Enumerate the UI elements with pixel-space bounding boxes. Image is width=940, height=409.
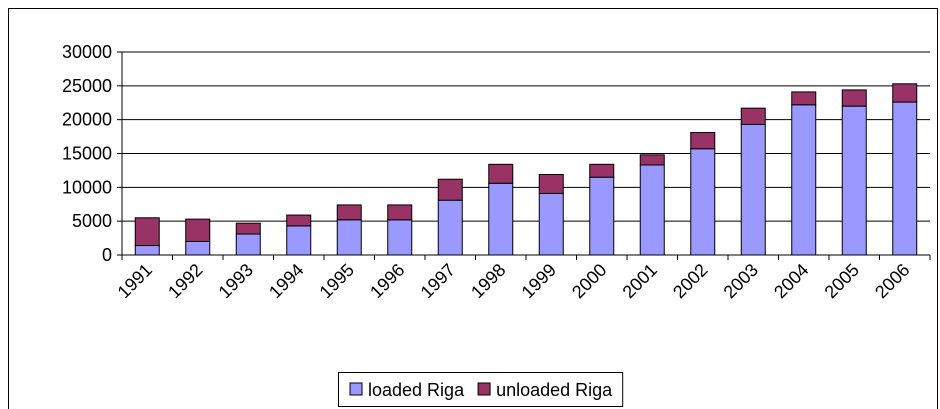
legend-swatch xyxy=(477,382,491,396)
bar xyxy=(892,83,918,103)
bar xyxy=(235,233,261,256)
bar xyxy=(336,219,362,256)
x-tick-label: 1994 xyxy=(265,260,307,302)
x-tick-label: 1993 xyxy=(215,260,257,302)
bar xyxy=(639,164,665,256)
y-tick-label: 15000 xyxy=(62,144,112,164)
x-tick-label: 1997 xyxy=(417,260,459,302)
y-tick-label: 25000 xyxy=(62,76,112,96)
chart-frame xyxy=(8,8,938,409)
bar xyxy=(841,105,867,256)
bar xyxy=(185,218,211,242)
bar xyxy=(387,219,413,256)
x-tick-label: 2003 xyxy=(720,260,762,302)
x-tick-label: 1999 xyxy=(518,260,560,302)
legend-label: loaded Riga xyxy=(368,380,465,400)
x-tick-label: 2002 xyxy=(669,260,711,302)
bar xyxy=(488,182,514,256)
x-tick-label: 2001 xyxy=(619,260,661,302)
legend-label: unloaded Riga xyxy=(496,380,613,400)
bar xyxy=(791,104,817,256)
bar xyxy=(235,222,261,235)
bar xyxy=(639,154,665,166)
legend: loaded Riga unloaded Riga xyxy=(338,372,624,407)
bar xyxy=(589,176,615,256)
bar xyxy=(134,217,160,247)
bar xyxy=(791,91,817,106)
bar xyxy=(134,245,160,256)
x-tick-label: 1996 xyxy=(366,260,408,302)
bar xyxy=(892,101,918,256)
bar xyxy=(437,199,463,256)
bar xyxy=(740,123,766,256)
bar xyxy=(841,89,867,107)
x-tick-label: 1995 xyxy=(316,260,358,302)
bar xyxy=(387,204,413,221)
y-tick-label: 30000 xyxy=(62,42,112,62)
x-tick-label: 2004 xyxy=(770,260,812,302)
legend-swatch xyxy=(349,382,363,396)
bar xyxy=(589,163,615,178)
bar xyxy=(538,192,564,256)
bar xyxy=(740,107,766,125)
y-tick-label: 10000 xyxy=(62,177,112,197)
bar xyxy=(690,148,716,256)
bar xyxy=(488,163,514,184)
bar xyxy=(538,173,564,194)
x-tick-label: 2005 xyxy=(821,260,863,302)
x-tick-label: 2006 xyxy=(871,260,913,302)
x-tick-label: 1998 xyxy=(467,260,509,302)
bar xyxy=(437,178,463,201)
bar xyxy=(185,240,211,256)
bar xyxy=(690,132,716,150)
y-tick-label: 0 xyxy=(102,245,112,265)
y-tick-label: 5000 xyxy=(72,211,112,231)
x-tick-label: 1991 xyxy=(114,260,156,302)
bar xyxy=(336,204,362,221)
bar xyxy=(286,225,312,256)
x-tick-label: 2000 xyxy=(568,260,610,302)
y-tick-label: 20000 xyxy=(62,110,112,130)
bar xyxy=(286,214,312,227)
x-tick-label: 1992 xyxy=(164,260,206,302)
